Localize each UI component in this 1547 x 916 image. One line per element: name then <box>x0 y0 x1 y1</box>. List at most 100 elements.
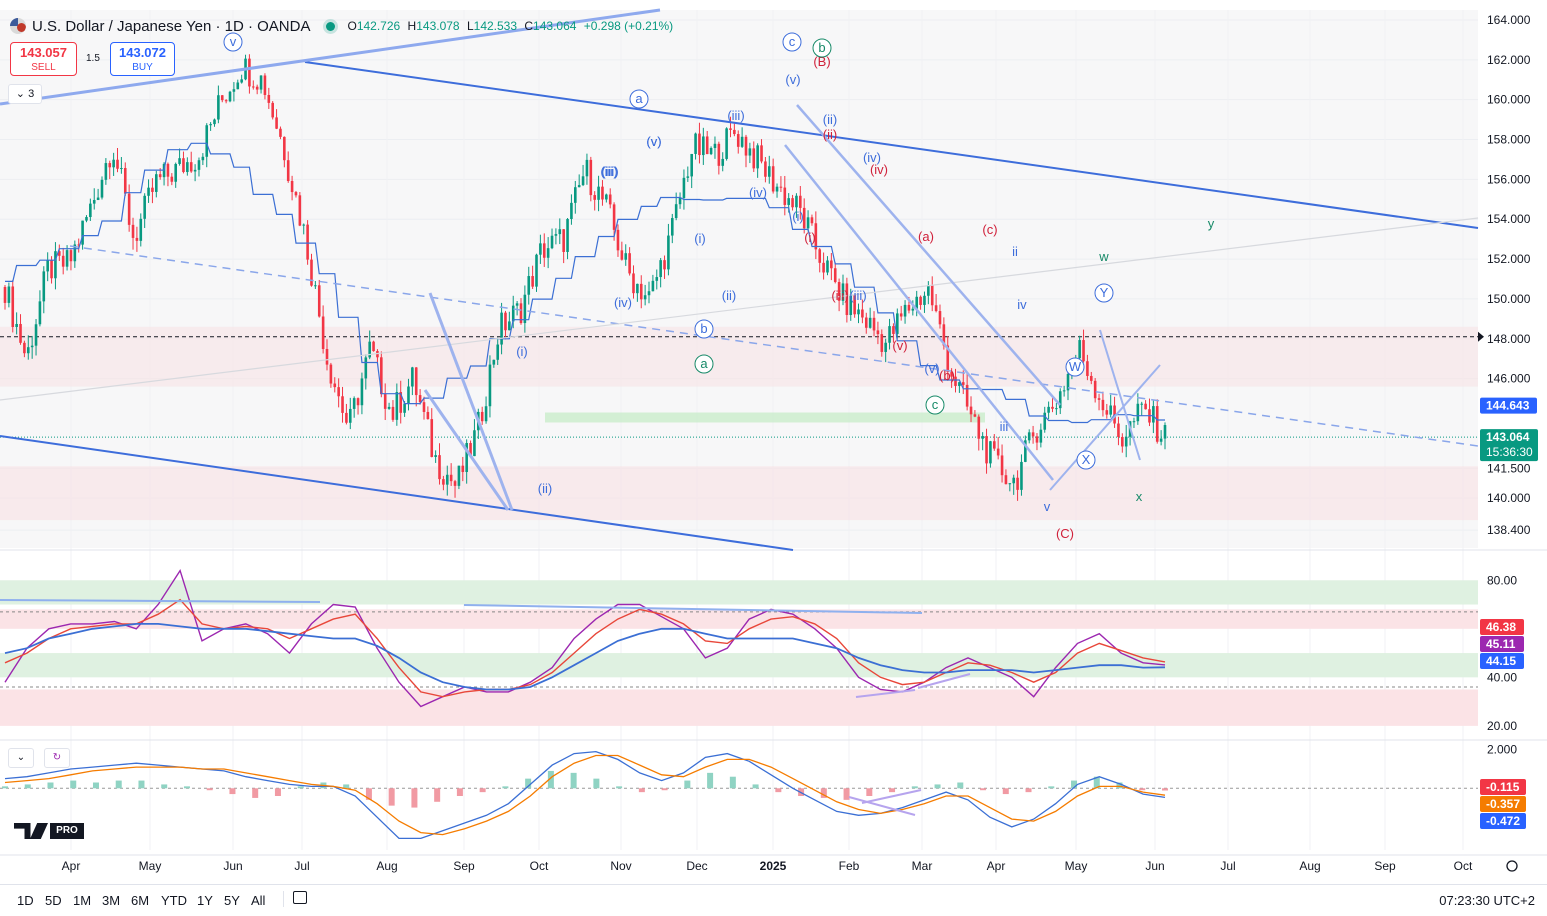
wave-label: (iv) <box>870 162 888 177</box>
candle-body <box>799 195 802 208</box>
time-axis: Apr May Jun Jul Aug Sep Oct Nov Dec 2025 Feb Mar Apr… <box>62 859 1518 873</box>
close-label: C <box>524 19 534 33</box>
candle-body <box>1124 436 1128 447</box>
price-tick-label: 162.000 <box>1487 53 1531 67</box>
candle-body <box>1024 440 1027 462</box>
toolbar-divider <box>283 891 284 907</box>
candle-body <box>721 158 725 166</box>
macd-histogram-bar <box>115 780 122 789</box>
bottom-toolbar: 1D 5D 1M 3M 6M YTD 1Y 5Y All 07:23:30 UT… <box>0 884 1547 912</box>
rsi-upper-red-band <box>0 609 1478 629</box>
range-all-button[interactable]: All <box>251 893 266 908</box>
candle-body <box>674 204 678 219</box>
candle-body <box>438 455 441 480</box>
candle-body <box>985 436 988 464</box>
macd-pane[interactable] <box>0 750 1478 840</box>
buy-label: BUY <box>132 62 153 73</box>
rsi-trendline-1 <box>0 599 321 603</box>
calendar-icon[interactable] <box>293 891 307 904</box>
macd-collapse-button[interactable]: ⌄ <box>8 748 34 768</box>
lower-channel-line <box>0 435 794 551</box>
macd-histogram-bar <box>502 786 509 789</box>
range-5d-button[interactable]: 5D <box>45 893 62 908</box>
macd-histogram-bar <box>2 786 8 789</box>
wedge-b <box>1099 329 1141 461</box>
macd-histogram-bar <box>161 784 168 789</box>
candles-layer[interactable] <box>3 54 1167 501</box>
candle-body <box>325 348 329 365</box>
candle-body <box>1004 475 1008 485</box>
wave-label: (iii) <box>849 288 866 303</box>
symbol-title[interactable]: U.S. Dollar / Japanese Yen · 1D · OANDA <box>32 17 311 35</box>
candle-body <box>632 273 635 294</box>
candle-body <box>248 58 251 87</box>
candle-body <box>1016 477 1019 490</box>
candle-body <box>302 224 306 226</box>
wave-label-circle <box>694 354 714 374</box>
range-3m-button[interactable]: 3M <box>102 893 121 908</box>
candle-body <box>938 311 942 325</box>
indicators-collapse-button[interactable]: ⌄ 3 <box>8 84 42 104</box>
price-tick-label: 140.000 <box>1487 491 1531 505</box>
candle-body <box>217 95 220 120</box>
wave-label: (ii) <box>538 481 552 496</box>
candle-body <box>733 129 736 135</box>
candle-body <box>659 260 662 278</box>
range-1y-button[interactable]: 1Y <box>197 893 213 908</box>
time-tick-label: Jun <box>1145 859 1164 873</box>
candle-body <box>930 285 934 306</box>
candle-body <box>1008 483 1012 485</box>
candle-body <box>977 416 981 439</box>
candle-body <box>1086 361 1089 376</box>
candle-body <box>1027 432 1031 441</box>
wave-label-circle <box>223 32 243 52</box>
candle-body <box>34 324 38 346</box>
candle-body <box>896 313 899 334</box>
wave-label: (iv) <box>863 150 881 165</box>
range-1m-button[interactable]: 1M <box>73 893 92 908</box>
zones-layer <box>0 326 1478 521</box>
wave-label: (v) <box>646 134 661 149</box>
rsi-neutral-band <box>0 653 1478 678</box>
candle-body <box>275 117 278 129</box>
macd-histogram-bar <box>729 776 736 789</box>
candle-body <box>1000 455 1004 476</box>
candle-body <box>554 234 558 236</box>
candle-body <box>279 128 282 137</box>
macd-histogram-bar <box>980 788 987 791</box>
buy-button[interactable]: 143.072 BUY <box>110 42 175 76</box>
range-ytd-button[interactable]: YTD <box>161 893 187 908</box>
settings-gear-icon <box>1506 860 1518 872</box>
time-tick-label: Nov <box>610 859 631 873</box>
candle-body <box>1055 408 1058 410</box>
macd-histogram-bar <box>343 784 350 789</box>
macd-refresh-icon[interactable]: ↻ <box>44 748 70 768</box>
macd-histogram-bar <box>684 780 691 789</box>
macd-histogram-bar <box>911 786 918 789</box>
wave-label-circle <box>1076 450 1096 470</box>
candle-body <box>802 207 806 229</box>
sell-button[interactable]: 143.057 SELL <box>10 42 77 76</box>
rsi-pane[interactable] <box>0 568 1478 726</box>
candle-body <box>989 441 992 464</box>
candle-body <box>717 143 721 166</box>
rsi-tick-label: 20.00 <box>1487 719 1517 733</box>
range-5y-button[interactable]: 5Y <box>224 893 240 908</box>
candle-body <box>54 251 57 279</box>
candle-body <box>135 237 139 241</box>
wave-label: (iv) <box>749 185 767 200</box>
high-label: H <box>407 19 417 33</box>
candle-body <box>702 136 705 156</box>
clock-readout[interactable]: 07:23:30 UTC+2 <box>1439 893 1535 908</box>
drawings-layer[interactable] <box>0 8 1479 551</box>
range-1d-button[interactable]: 1D <box>17 893 34 908</box>
candle-body <box>1136 403 1140 422</box>
candle-body <box>651 280 655 292</box>
candle-body <box>872 317 876 331</box>
candle-body <box>492 359 496 365</box>
range-6m-button[interactable]: 6M <box>131 893 150 908</box>
macd-histogram-bar <box>525 778 532 789</box>
candle-body <box>1159 438 1163 442</box>
